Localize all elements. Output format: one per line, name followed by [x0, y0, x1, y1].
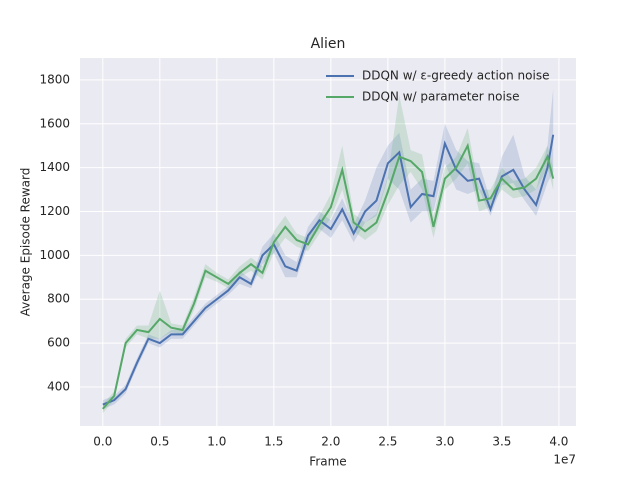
y-tick-label: 400 — [47, 379, 70, 393]
y-tick-label: 1400 — [39, 160, 70, 174]
series-line — [102, 134, 555, 406]
legend-label: DDQN w/ ε-greedy action noise — [362, 69, 549, 83]
x-tick-label: 2.0 — [321, 435, 340, 449]
y-tick-label: 800 — [47, 292, 70, 306]
legend-label: DDQN w/ parameter noise — [362, 90, 519, 104]
x-tick-label: 4.0 — [549, 435, 568, 449]
y-tick-label: 1600 — [39, 116, 70, 130]
x-tick-label: 3.0 — [435, 435, 454, 449]
x-axis-label: Frame — [309, 455, 346, 469]
y-tick-label: 600 — [47, 336, 70, 350]
confidence-band — [102, 88, 554, 409]
chart-title: Alien — [311, 36, 346, 52]
plot-area — [80, 58, 576, 426]
y-tick-label: 1800 — [39, 72, 70, 86]
x-tick-label: 1.5 — [264, 435, 283, 449]
y-axis-label: Average Episode Reward — [19, 168, 33, 317]
x-tick-label: 1.0 — [207, 435, 226, 449]
x-tick-label: 0.5 — [150, 435, 169, 449]
x-tick-label: 0.0 — [93, 435, 112, 449]
y-tick-label: 1200 — [39, 204, 70, 218]
x-offset-label: 1e7 — [553, 453, 576, 467]
x-tick-label: 2.5 — [378, 435, 397, 449]
x-tick-label: 3.5 — [492, 435, 511, 449]
series-line — [102, 142, 555, 410]
y-tick-label: 1000 — [39, 248, 70, 262]
